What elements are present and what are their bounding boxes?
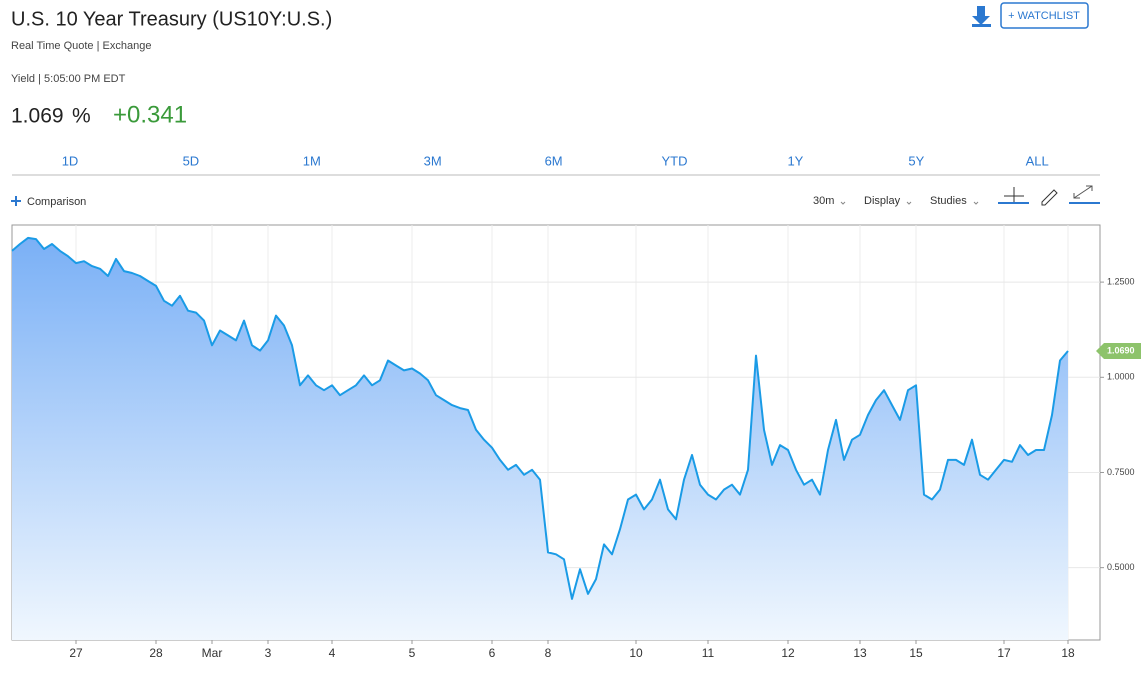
crosshair-tool[interactable] (998, 187, 1029, 204)
x-tick-label: 3 (265, 646, 272, 660)
chevron (906, 201, 912, 205)
studies[interactable]: Studies (930, 195, 967, 207)
title: U.S. 10 Year Treasury (US10Y:U.S.) (11, 8, 332, 30)
x-tick-label: 18 (1061, 646, 1075, 660)
y-tick-label: 0.7500 (1107, 467, 1135, 477)
interval[interactable]: 30m (813, 195, 834, 207)
comparison-plus[interactable] (11, 196, 21, 206)
chevron (973, 201, 979, 205)
price-unit: % (72, 105, 91, 128)
range-tabs: 1D 5D 1M 3M 6M YTD 1Y 5Y ALL (62, 153, 1049, 168)
x-tick-label: Mar (202, 646, 223, 660)
display[interactable]: Display (864, 195, 901, 207)
x-tick-label: 28 (149, 646, 163, 660)
x-tick-label: 5 (409, 646, 416, 660)
draw-tool[interactable] (1041, 189, 1058, 206)
comparison[interactable]: Comparison (27, 196, 86, 208)
x-tick-label: 27 (69, 646, 83, 660)
x-tick-label: 10 (629, 646, 643, 660)
x-tick-label: 13 (853, 646, 867, 660)
range-tab[interactable]: ALL (1026, 153, 1049, 168)
last-value-label: 1.0690 (1107, 345, 1135, 355)
y-tick-label: 1.0000 (1107, 372, 1135, 382)
expand-tool[interactable] (1069, 185, 1100, 204)
range-tab[interactable]: 3M (424, 153, 442, 168)
area-fill (12, 237, 1068, 640)
chart: 0.5000 0.7500 1.0000 1.2500 27 28 Mar 3 4 5 6 8 10 11… (11, 224, 1141, 660)
watchlist-label[interactable]: + WATCHLIST (1008, 10, 1080, 22)
x-tick-label: 15 (909, 646, 923, 660)
line (11, 236, 1069, 600)
subtitle: Real Time Quote | Exchange (11, 40, 151, 52)
change: +0.341 (113, 101, 187, 128)
x-tick-label: 11 (702, 646, 715, 660)
y-tick-label: 0.5000 (1107, 562, 1135, 572)
x-tick-label: 6 (489, 646, 496, 660)
range-tab[interactable]: 6M (545, 153, 563, 168)
x-tick-label: 4 (329, 646, 336, 660)
price: 1.069 (11, 105, 64, 128)
quote-time: Yield | 5:05:00 PM EDT (11, 73, 126, 85)
x-tick-label: 8 (545, 646, 552, 660)
x-tick-label: 17 (997, 646, 1011, 660)
range-tab[interactable]: 1M (303, 153, 321, 168)
y-tick-label: 1.2500 (1107, 276, 1135, 286)
x-tick-label: 12 (781, 646, 795, 660)
chevron (840, 201, 846, 205)
range-tab[interactable]: 1D (62, 153, 79, 168)
range-tab[interactable]: 1Y (787, 153, 803, 168)
download-icon[interactable] (972, 6, 991, 27)
range-tab[interactable]: 5Y (908, 153, 924, 168)
watchlist-button[interactable] (1000, 2, 1089, 29)
last-value-badge (1096, 343, 1141, 360)
range-tab[interactable]: 5D (183, 153, 200, 168)
range-tab[interactable]: YTD (662, 153, 688, 168)
